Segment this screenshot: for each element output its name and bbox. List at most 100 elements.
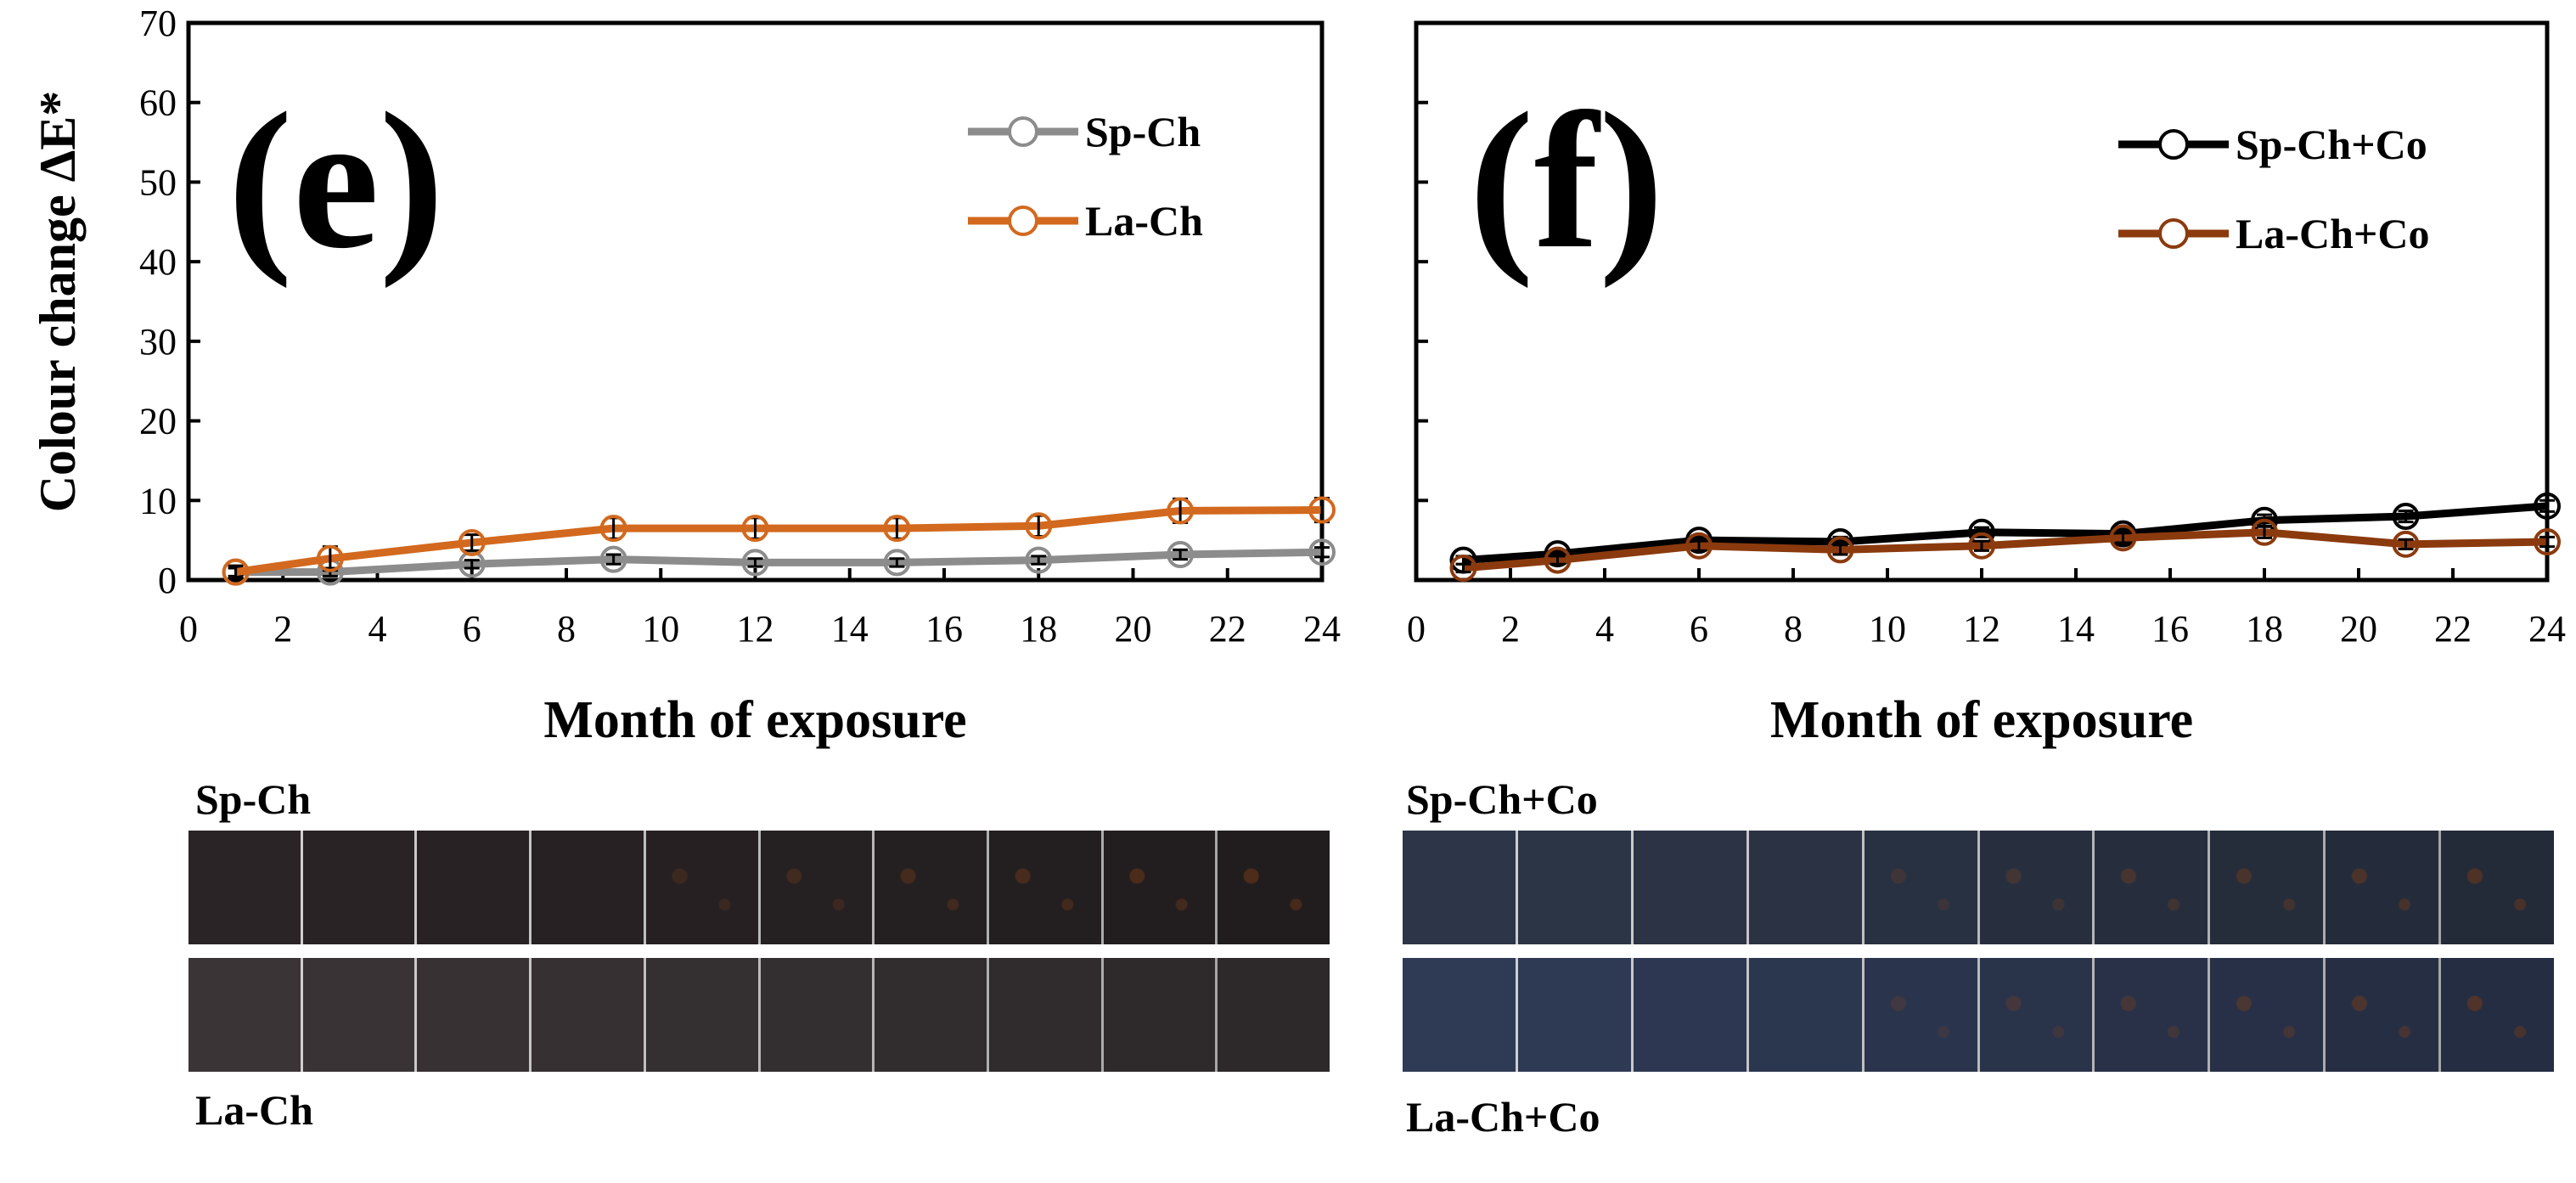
sample-tile bbox=[645, 831, 761, 944]
panel-e-xtick-label: 6 bbox=[463, 608, 481, 650]
sample-tile bbox=[1403, 958, 1518, 1072]
panel-f-xtick-label: 18 bbox=[2246, 608, 2283, 650]
photo-strip-la-ch-co bbox=[1403, 958, 2555, 1072]
panel-f-xtick-label: 0 bbox=[1407, 608, 1426, 650]
panel-e-series-1-point bbox=[599, 545, 627, 573]
panel-e-series-2-point bbox=[1167, 497, 1195, 525]
panel-e-series-1-point bbox=[458, 550, 486, 578]
panel-f-series-2-point bbox=[2109, 524, 2137, 552]
panel-e-series-1-point bbox=[1167, 541, 1195, 569]
sample-tile bbox=[302, 958, 418, 1072]
panel-f-xtick-label: 2 bbox=[1501, 608, 1520, 650]
panel-e-ytick-label: 40 bbox=[139, 241, 177, 283]
panel-f-xtick-label: 22 bbox=[2434, 608, 2472, 650]
sample-tile bbox=[417, 958, 532, 1072]
panel-e-xtick-label: 4 bbox=[368, 608, 387, 650]
panel-e-series-2-point bbox=[1308, 496, 1336, 524]
panel-f-xtick-label: 4 bbox=[1595, 608, 1614, 650]
sample-tile bbox=[188, 831, 303, 944]
panel-f-series-2-point bbox=[2392, 530, 2420, 558]
sample-tile bbox=[1748, 958, 1865, 1072]
panel-f-xtick-label: 12 bbox=[1963, 608, 2000, 650]
panel-e-ytick-label: 60 bbox=[139, 82, 177, 124]
panel-f-xtick-label: 8 bbox=[1784, 608, 1803, 650]
panel-e-series-1-point bbox=[1308, 538, 1336, 566]
panel-f-series-2-point bbox=[1685, 532, 1713, 560]
panel-e-series-2-point bbox=[316, 544, 344, 572]
sample-tile bbox=[1633, 831, 1749, 944]
photo-strip-la-ch bbox=[188, 958, 1330, 1072]
sample-tile bbox=[2326, 958, 2442, 1072]
photo-strip-sp-ch bbox=[188, 831, 1330, 944]
sample-tile bbox=[1517, 831, 1634, 944]
strip-label-sp-ch-co: Sp-Ch+Co bbox=[1406, 775, 1598, 823]
sample-tile bbox=[1218, 958, 1330, 1072]
panel-e-xtick-label: 20 bbox=[1115, 608, 1152, 650]
panel-e-xtick-label: 24 bbox=[1303, 608, 1341, 650]
photo-strip-sp-ch-co bbox=[1403, 831, 2555, 944]
panel-e-series-2-point bbox=[883, 515, 911, 543]
sample-tile bbox=[532, 958, 646, 1072]
panel-e-xlabel: Month of exposure bbox=[543, 691, 966, 749]
panel-e-series-1-point bbox=[741, 549, 769, 577]
sample-tile bbox=[2095, 958, 2211, 1072]
panel-e-ytick-label: 30 bbox=[139, 321, 177, 363]
sample-tile bbox=[760, 831, 875, 944]
sample-tile bbox=[188, 958, 303, 1072]
panel-f-series-2-point bbox=[2251, 518, 2278, 546]
panel-e-xtick-label: 14 bbox=[831, 608, 869, 650]
panel-e-series-1-line bbox=[235, 548, 1323, 577]
panel-f-series-1-legend-label: Sp-Ch+Co bbox=[2236, 121, 2427, 168]
panel-e-xtick-label: 10 bbox=[642, 608, 679, 650]
panel-e-series-2-point bbox=[222, 558, 250, 586]
panel-e-xtick-label: 0 bbox=[179, 608, 198, 650]
panel-e-series-2-point bbox=[599, 515, 627, 543]
strip-label-la-ch-co: La-Ch+Co bbox=[1406, 1093, 1600, 1141]
panel-e-series-2-point bbox=[1025, 512, 1053, 540]
panel-e-xtick-label: 18 bbox=[1020, 608, 1057, 650]
sample-tile bbox=[2095, 831, 2211, 944]
panel-e-xtick-label: 22 bbox=[1209, 608, 1246, 650]
panel-e-ytick-label: 50 bbox=[139, 161, 177, 203]
sample-tile bbox=[988, 958, 1104, 1072]
panel-e-series-1-point bbox=[1025, 546, 1053, 574]
panel-f-xtick-label: 14 bbox=[2057, 608, 2095, 650]
panel-e-series-1-legend-label: Sp-Ch bbox=[1085, 108, 1201, 155]
strip-label-la-ch: La-Ch bbox=[195, 1086, 313, 1134]
sample-tile bbox=[1979, 831, 2095, 944]
panel-e-series-1-point bbox=[883, 549, 911, 577]
panel-e-panel-label: (e) bbox=[228, 72, 444, 289]
panel-e-xtick-label: 16 bbox=[925, 608, 963, 650]
sample-tile bbox=[532, 831, 646, 944]
sample-tile bbox=[302, 831, 418, 944]
panel-f-xtick-label: 24 bbox=[2528, 608, 2566, 650]
sample-tile bbox=[2326, 831, 2442, 944]
panel-f-series-2-point bbox=[2534, 528, 2561, 556]
panel-e-series-1-legend-marker bbox=[1008, 116, 1038, 147]
panel-e-series-2-point bbox=[741, 515, 769, 543]
sample-tile bbox=[1103, 958, 1218, 1072]
panel-e-ytick-label: 20 bbox=[139, 401, 177, 442]
panel-f-xtick-label: 16 bbox=[2151, 608, 2189, 650]
panel-e-xtick-label: 8 bbox=[557, 608, 576, 650]
panel-f-series-1-point bbox=[2392, 503, 2420, 531]
panel-e-ytick-label: 10 bbox=[139, 480, 177, 521]
sample-tile bbox=[1517, 958, 1634, 1072]
panel-f-series-1-legend-marker bbox=[2158, 129, 2189, 160]
panel-f-series-2-point bbox=[1544, 546, 1572, 574]
sample-tile bbox=[1864, 831, 1980, 944]
panel-e-series-2-point bbox=[458, 528, 486, 556]
panel-e-ytick-label: 70 bbox=[139, 3, 177, 44]
panel-e-xtick-label: 2 bbox=[273, 608, 292, 650]
panel-e-ylabel: Colour change ΔE* bbox=[30, 91, 86, 513]
sample-tile bbox=[1748, 831, 1865, 944]
sample-tile bbox=[2210, 831, 2326, 944]
strip-label-sp-ch: Sp-Ch bbox=[195, 775, 312, 823]
sample-tile bbox=[1633, 958, 1749, 1072]
sample-tile bbox=[875, 831, 989, 944]
sample-tile bbox=[2441, 958, 2555, 1072]
sample-tile bbox=[645, 958, 761, 1072]
sample-tile bbox=[1979, 958, 2095, 1072]
